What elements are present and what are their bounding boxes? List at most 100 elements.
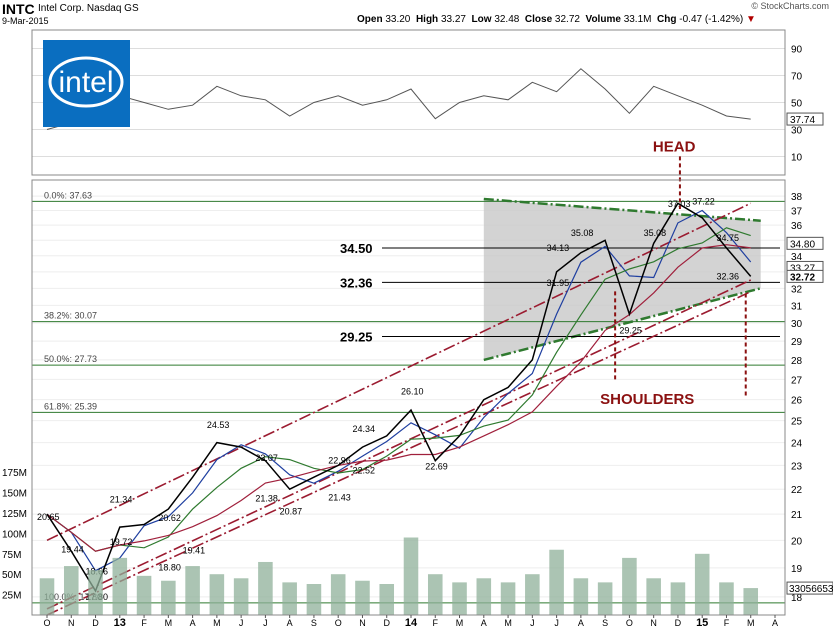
x-tick-label: J (554, 618, 559, 627)
price-data-label: 29.25 (619, 325, 642, 335)
price-tick-label: 38 (791, 192, 803, 203)
rsi-tick-label: 50 (791, 99, 803, 110)
price-data-label: 22.96 (328, 455, 351, 465)
ohlc-summary: Open 33.20 High 33.27 Low 32.48 Close 32… (357, 14, 756, 25)
volume-bar (233, 578, 249, 615)
price-tick-label: 22 (791, 485, 803, 496)
price-data-label: 24.53 (207, 420, 230, 430)
volume-bar (646, 578, 661, 615)
volume-bar (597, 582, 613, 615)
x-tick-label: S (602, 618, 608, 627)
price-data-label: 35.08 (571, 228, 594, 238)
price-tag-label: 33.27 (790, 263, 815, 274)
volume-bar (719, 582, 734, 615)
price-tick-label: 29 (791, 337, 803, 348)
level-label: 29.25 (340, 329, 373, 344)
price-tick-label: 21 (791, 510, 803, 521)
axes: 10 30 50 70 90 37.74 18 19 20 21 22 23 24 25 26 27 28 29 3… (2, 29, 833, 627)
price-data-label: 34.13 (547, 243, 570, 253)
price-tick-label: 31 (791, 301, 803, 312)
volume-bar (452, 582, 467, 615)
x-tick-label: N (650, 618, 657, 627)
price-data-label: 34.75 (716, 233, 739, 243)
moving-average-line (46, 244, 751, 552)
x-tick-label: A (481, 618, 487, 627)
price-data-label: 22.52 (352, 466, 375, 476)
x-tick-label: D (383, 618, 390, 627)
rsi-panel (32, 48, 785, 157)
intel-logo-text: intel (58, 66, 113, 99)
volume-tick-label: 175M (2, 468, 27, 479)
price-tick-label: 20 (791, 536, 803, 547)
ticker-symbol: INTC (2, 1, 35, 17)
open-value: 33.20 (385, 14, 411, 25)
x-tick-label: D (92, 618, 99, 627)
x-tick-label: J (530, 618, 535, 627)
price-data-label: 26.10 (401, 387, 424, 397)
open-label: Open (357, 14, 383, 25)
rsi-frame (31, 29, 786, 176)
intel-logo-background (43, 40, 130, 127)
rsi-tick-label: 70 (791, 72, 803, 83)
close-value: 32.72 (554, 14, 580, 25)
price-data-label: 22.69 (425, 462, 448, 472)
price-tick-label: 24 (791, 439, 803, 450)
chg-label: Chg (657, 14, 677, 25)
volume-bar (136, 575, 152, 615)
volume-panel (39, 537, 759, 615)
channel-line (46, 202, 752, 542)
x-tick-label: J (263, 618, 268, 627)
price-data-label: 20.65 (37, 512, 60, 522)
low-value: 32.48 (494, 14, 520, 25)
x-tick-label: M (504, 618, 512, 627)
rsi-line (46, 68, 751, 130)
volume-bar (403, 537, 419, 615)
exchange-label: Nasdaq GS (86, 3, 139, 14)
volume-value: 33.1M (623, 14, 652, 25)
volume-bar (39, 578, 55, 615)
chg-value: -0.47 (-1.42%) (679, 14, 744, 25)
volume-bar (161, 580, 176, 615)
price-tick-label: 26 (791, 396, 803, 407)
price-data-label: 19.72 (110, 537, 133, 547)
volume-tick-label: 75M (2, 550, 21, 561)
price-tick-label: 28 (791, 356, 803, 367)
price-data-label: 37.03 (668, 199, 691, 209)
price-tick-label: 18 (791, 593, 803, 604)
volume-tick-label: 100M (2, 529, 27, 540)
price-last-label: 32.72 (790, 272, 815, 283)
fib-level-label: 38.2%: 30.07 (44, 311, 97, 321)
volume-tick-label: 125M (2, 509, 27, 520)
price-data-label: 19.41 (183, 545, 206, 555)
close-label: Close (524, 14, 553, 25)
price-tick-label: 34 (791, 252, 803, 263)
volume-bar (573, 578, 589, 615)
rsi-last-box (786, 112, 824, 126)
volume-bar (476, 578, 492, 615)
x-tick-label: A (287, 618, 293, 627)
x-tick-label: O (626, 618, 633, 627)
price-data-label: 21.43 (328, 492, 351, 502)
volume-bar (185, 566, 200, 615)
fib-level-label: 61.8%: 25.39 (44, 401, 97, 411)
fib-level-label: 50.0%: 27.73 (44, 354, 97, 364)
high-value: 33.27 (440, 14, 466, 25)
price-tick-label: 32 (791, 284, 803, 295)
x-tick-label: 15 (696, 617, 708, 627)
x-tick-label: N (359, 618, 366, 627)
price-data-label: 20.87 (280, 506, 303, 516)
x-tick-label: M (165, 618, 173, 627)
chart-header: INTC Intel Corp. Nasdaq GS 9-Mar-2015 © … (0, 0, 833, 28)
x-tick-label: F (724, 618, 730, 627)
pattern-shade (483, 199, 761, 360)
volume-last-label: 33056653 (789, 584, 833, 595)
x-tick-label: O (43, 618, 50, 627)
x-tick-label: N (68, 618, 75, 627)
price-tick-label: 30 (791, 319, 803, 330)
x-tick-label: D (675, 618, 682, 627)
price-data-label: 24.34 (352, 424, 375, 434)
x-tick-label: 14 (405, 617, 418, 627)
price-data-label: 23.07 (255, 453, 278, 463)
x-tick-label: M (456, 618, 464, 627)
company-name: Intel Corp. Nasdaq GS (38, 3, 139, 14)
